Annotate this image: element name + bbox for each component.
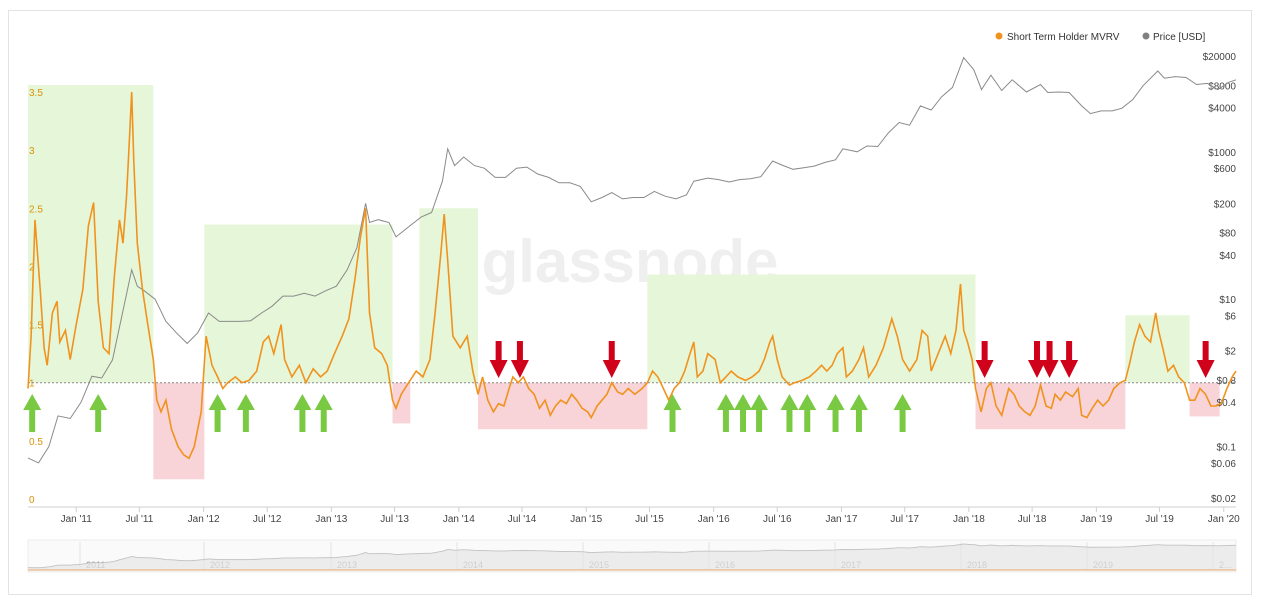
x-tick-label: Jan '11 (61, 514, 93, 525)
sell-arrow (602, 341, 621, 378)
price-series-line (27, 56, 1237, 464)
buy-arrow (23, 394, 42, 432)
mvrv-series-line (27, 91, 1237, 460)
legend-item-mvrv[interactable]: Short Term Holder MVRV (995, 32, 1120, 43)
y-left-tick-label: 1 (29, 379, 35, 390)
navigator[interactable]: 2011201220132014201520162017201820192... (27, 539, 1237, 573)
overvalued-zone (28, 85, 154, 383)
y-right-tick-label: $0.02 (1211, 494, 1236, 505)
sell-arrow (1060, 341, 1079, 378)
buy-arrow (734, 394, 753, 432)
x-tick-label: Jul '14 (508, 514, 537, 525)
x-tick-label: Jan '19 (1080, 514, 1112, 525)
y-right-tick-label: $10 (1219, 295, 1236, 306)
y-left-tick-label: 3.5 (29, 88, 43, 99)
x-tick-label: Jan '16 (698, 514, 730, 525)
x-tick-label: Jul '17 (890, 514, 919, 525)
x-tick-label: Jan '18 (953, 514, 985, 525)
overvalued-zone (419, 208, 479, 383)
x-tick-label: Jan '12 (188, 514, 220, 525)
legend: Short Term Holder MVRV Price [USD] (995, 32, 1206, 43)
sell-arrow (1196, 341, 1215, 378)
sell-arrow (489, 341, 508, 378)
y-right-tick-label: $4000 (1208, 103, 1236, 114)
buy-arrow (89, 394, 108, 432)
buy-arrow (716, 394, 735, 432)
y-right-tick-label: $20000 (1203, 52, 1237, 63)
x-tick-label: Jul '19 (1145, 514, 1174, 525)
y-right-tick-label: $1000 (1208, 148, 1236, 159)
buy-arrow (663, 394, 682, 432)
y-left-tick-label: 0.5 (29, 437, 43, 448)
x-tick-label: Jul '15 (635, 514, 664, 525)
sell-arrow (1040, 341, 1059, 378)
x-tick-label: Jan '20 (1208, 514, 1240, 525)
buy-arrow (750, 394, 769, 432)
y-right-tick-label: $6 (1225, 312, 1237, 323)
buy-arrow (314, 394, 333, 432)
buy-arrow (893, 394, 912, 432)
x-tick-label: Jan '17 (826, 514, 858, 525)
legend-marker (995, 32, 1003, 40)
y-right-tick-label: $0.8 (1217, 376, 1237, 387)
buy-arrow (208, 394, 227, 432)
y-left-tick-label: 2.5 (29, 204, 43, 215)
y-left-tick-label: 3 (29, 146, 35, 157)
y-right-tick-label: $0.1 (1217, 443, 1237, 454)
legend-label-price: Price [USD] (1153, 32, 1205, 43)
undervalued-zone (392, 382, 411, 424)
undervalued-zone (478, 382, 648, 430)
buy-arrow (826, 394, 845, 432)
buy-arrow (236, 394, 255, 432)
legend-marker (1142, 32, 1150, 40)
y-right-tick-label: $80 (1219, 229, 1236, 240)
y-right-tick-label: $40 (1219, 251, 1236, 262)
x-tick-label: Jan '13 (315, 514, 347, 525)
buy-arrow (798, 394, 817, 432)
y-left-tick-label: 0 (29, 495, 35, 506)
undervalued-zone (153, 382, 205, 480)
x-tick-label: Jan '15 (570, 514, 602, 525)
buy-arrow (780, 394, 799, 432)
y-right-tick-label: $0.4 (1217, 398, 1237, 409)
axes: Jan '11 Jul '11 Jan '12 Jul '12 Jan '13 Jul '… (28, 52, 1240, 525)
x-tick-label: Jul '18 (1018, 514, 1047, 525)
zones (28, 85, 1220, 480)
sell-arrow (1027, 341, 1046, 378)
overvalued-zone (647, 274, 976, 383)
y-right-tick-label: $2 (1225, 347, 1237, 358)
buy-arrow (293, 394, 312, 432)
buy-arrow (849, 394, 868, 432)
x-tick-label: Jul '16 (763, 514, 792, 525)
y-right-tick-label: $200 (1214, 199, 1237, 210)
sell-arrow (975, 341, 994, 378)
x-tick-label: Jul '13 (380, 514, 409, 525)
y-left-tick-label: 1.5 (29, 321, 43, 332)
x-tick-label: Jul '12 (253, 514, 282, 525)
undervalued-zone (975, 382, 1126, 430)
navigator-price-area (28, 544, 1236, 570)
y-left-tick-label: 2 (29, 262, 35, 273)
sell-arrow (510, 341, 529, 378)
legend-item-price[interactable]: Price [USD] (1142, 32, 1206, 43)
y-right-tick-label: $0.06 (1211, 459, 1236, 470)
signal-arrows (23, 341, 1215, 432)
overvalued-zone (204, 224, 393, 383)
legend-label-mvrv: Short Term Holder MVRV (1007, 32, 1120, 43)
x-tick-label: Jan '14 (443, 514, 475, 525)
y-right-tick-label: $600 (1214, 164, 1237, 175)
x-tick-label: Jul '11 (125, 514, 153, 525)
